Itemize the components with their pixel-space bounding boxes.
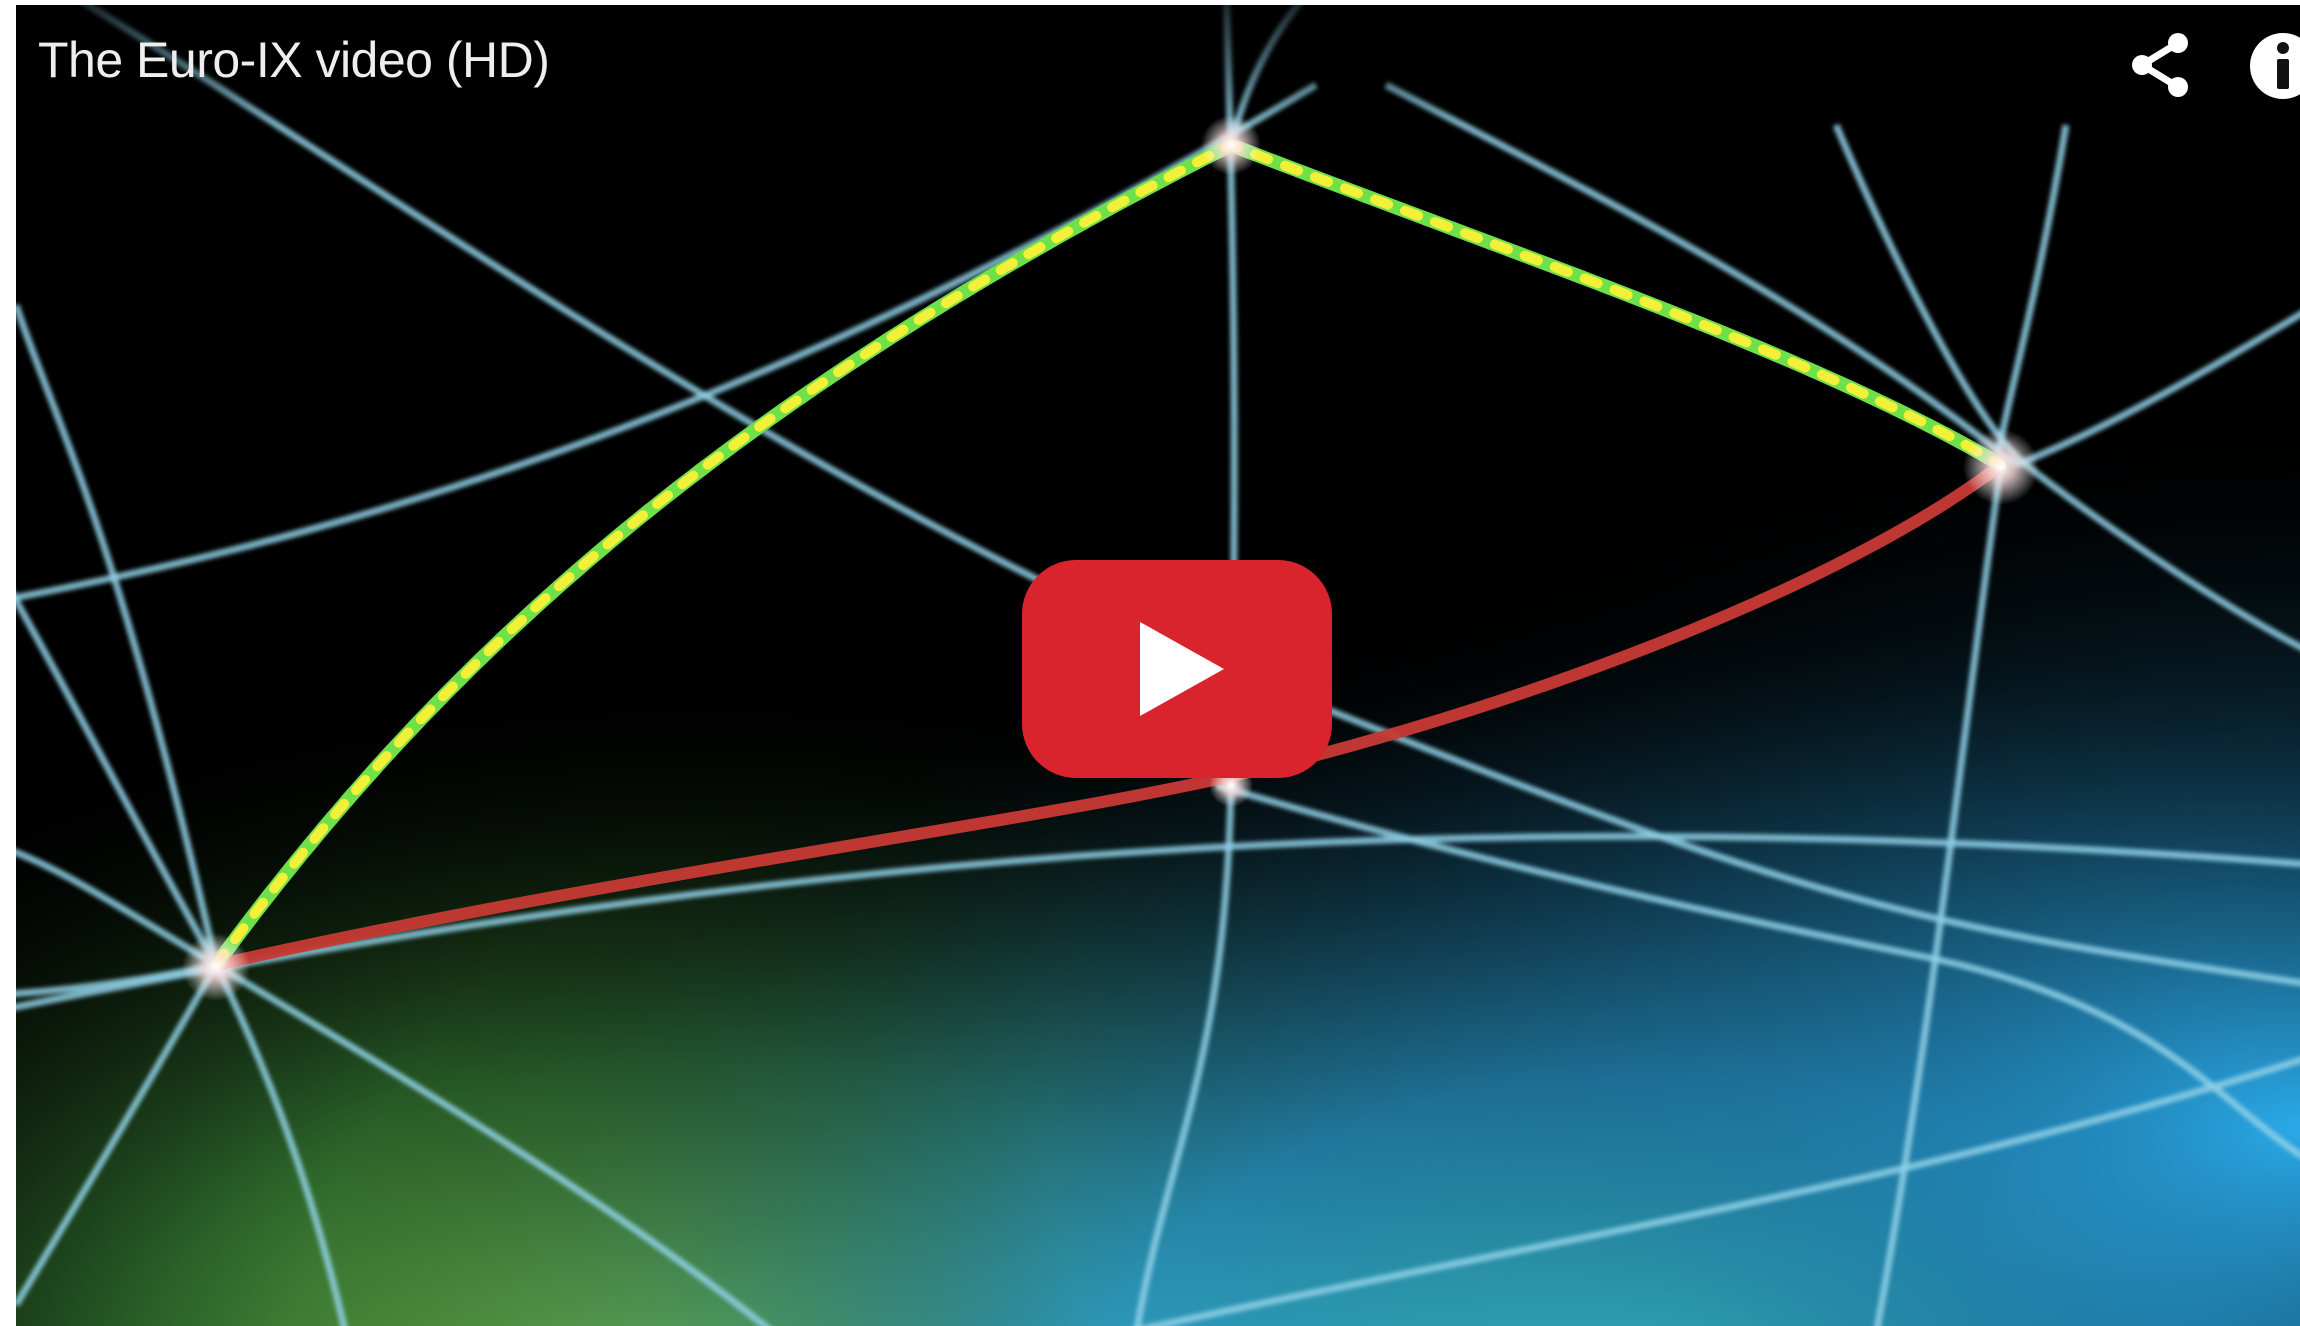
dotted-route-line <box>210 137 2006 970</box>
video-player[interactable]: The Euro-IX video (HD) <box>16 5 2300 1326</box>
title-bar: The Euro-IX video (HD) <box>16 5 2300 125</box>
play-button[interactable] <box>1022 560 1332 778</box>
share-icon[interactable] <box>2128 31 2192 99</box>
info-icon[interactable] <box>2248 31 2300 101</box>
video-title[interactable]: The Euro-IX video (HD) <box>38 32 550 88</box>
play-icon <box>1140 622 1224 716</box>
